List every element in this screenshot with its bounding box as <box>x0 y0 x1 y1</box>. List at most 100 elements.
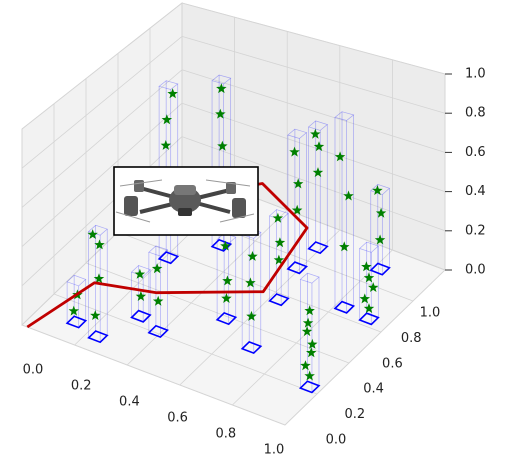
obstacle-top <box>299 272 320 284</box>
grid-line <box>21 324 286 426</box>
x-tick-label: 0.6 <box>167 411 188 426</box>
grid-line <box>21 36 183 169</box>
x-tick-label: 1.0 <box>264 443 285 458</box>
star-point <box>247 251 258 261</box>
star-point <box>302 317 314 328</box>
star-point <box>306 347 317 358</box>
obstacle-base <box>307 241 329 255</box>
star-point <box>245 277 256 288</box>
obstacle-base <box>130 309 152 323</box>
grid-line <box>181 2 446 75</box>
star-point <box>167 88 178 99</box>
y-tick-label: 0.6 <box>382 356 403 371</box>
star-point <box>90 310 101 320</box>
star-point <box>359 293 370 304</box>
star-point <box>361 261 372 272</box>
grid-line <box>85 262 350 364</box>
x-tick-label: 0.2 <box>71 379 92 394</box>
obstacle-top <box>66 274 87 287</box>
star-point <box>274 237 286 248</box>
grid-line <box>21 2 183 130</box>
star-point <box>152 295 164 306</box>
obstacle <box>333 111 356 314</box>
star-point <box>368 282 379 292</box>
star-point <box>313 141 325 152</box>
x-tick-label: 0.0 <box>23 363 44 378</box>
obstacle-top <box>334 111 355 121</box>
star-point <box>221 293 232 303</box>
drone-icon <box>115 179 255 223</box>
grid-line <box>21 102 183 247</box>
star-point <box>93 273 105 284</box>
star-point <box>375 207 387 218</box>
z-tick-label: 0.0 <box>465 263 486 278</box>
grid-line <box>21 136 183 287</box>
obstacle-base <box>286 261 308 275</box>
grid-line <box>179 229 341 386</box>
obstacle-base <box>369 262 391 276</box>
star-point <box>246 310 257 321</box>
grid-line <box>181 102 446 192</box>
obstacle-base <box>240 340 263 355</box>
star-point <box>304 370 315 381</box>
obstacle-base <box>65 315 88 329</box>
star-point <box>222 275 233 286</box>
star-point <box>334 151 346 162</box>
y-tick-label: 0.2 <box>344 407 365 422</box>
y-tick-label: 1.0 <box>420 306 441 321</box>
z-tick-label: 1.0 <box>465 67 486 82</box>
obstacle-base <box>268 293 290 307</box>
obstacle-top <box>307 120 329 131</box>
grid-line <box>21 69 183 208</box>
obstacle-base <box>298 380 321 394</box>
star-point <box>68 305 79 316</box>
grid-line <box>284 269 446 426</box>
star-point <box>135 291 147 301</box>
star-point <box>310 128 321 139</box>
obstacle <box>369 184 391 276</box>
star-point <box>307 338 318 349</box>
grid-line <box>53 293 318 395</box>
star-point <box>289 146 300 157</box>
flight-path <box>26 182 309 329</box>
grid-line <box>181 69 446 153</box>
obstacle-base <box>210 238 233 252</box>
star-point <box>312 167 324 177</box>
y-tick-label: 0.0 <box>326 433 347 448</box>
y-tick-label: 0.4 <box>363 382 384 397</box>
obstacle <box>147 245 169 339</box>
obstacle <box>307 120 329 255</box>
grid-line <box>181 36 446 114</box>
star-point <box>273 254 285 265</box>
grid-line <box>232 249 393 406</box>
obstacle-base <box>157 251 180 265</box>
z-tick-label: 0.8 <box>465 106 486 121</box>
x-tick-label: 0.4 <box>119 395 140 410</box>
star-point <box>160 140 171 150</box>
obstacle-top <box>359 241 379 253</box>
star-point <box>220 240 231 251</box>
drone-inset <box>113 166 259 236</box>
star-point <box>272 212 284 223</box>
obstacle-base <box>87 330 109 344</box>
star-point <box>94 239 105 250</box>
z-tick-label: 0.2 <box>465 223 486 238</box>
star-point <box>301 326 313 337</box>
star-point <box>363 272 375 283</box>
star-point <box>304 305 315 316</box>
obstacle-base <box>358 312 380 326</box>
labels: 0.0 0.2 0.4 0.6 0.8 1.0 0.0 0.2 0.4 0.6 0.8 1.0 0.0 0… <box>23 67 486 458</box>
star-point <box>343 190 354 201</box>
z-tick-label: 0.4 <box>465 184 486 199</box>
obstacle-top <box>211 74 232 85</box>
star-point <box>291 204 303 215</box>
star-point <box>216 83 227 94</box>
star-point <box>161 114 173 125</box>
star-point <box>217 140 228 151</box>
star-point <box>293 178 304 189</box>
grid <box>21 2 446 426</box>
star-point <box>215 108 226 119</box>
grid-line <box>126 209 288 366</box>
